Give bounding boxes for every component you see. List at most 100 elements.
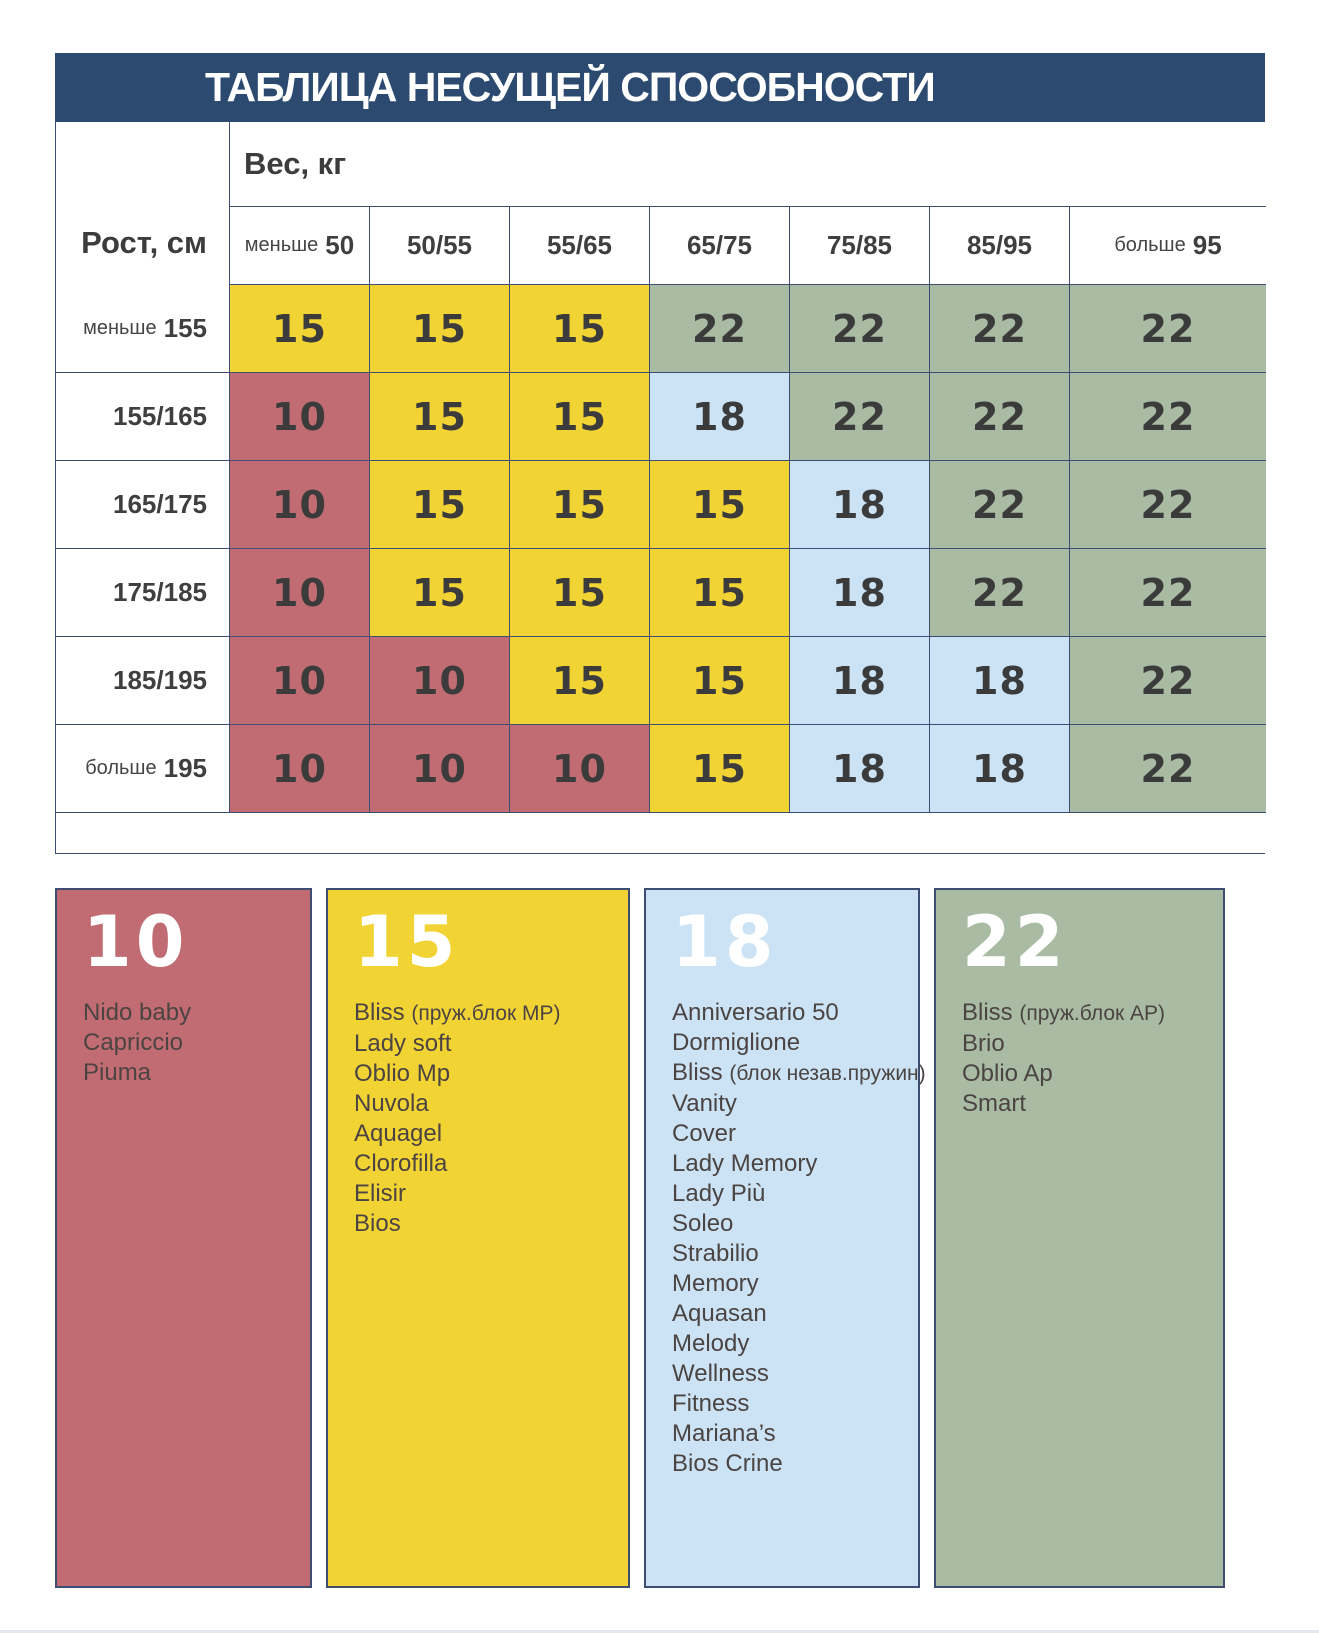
matrix-cell: 22: [789, 285, 929, 373]
col-header-value: 65/75: [686, 230, 753, 260]
legend-item: Bliss (пруж.блок MP): [354, 998, 561, 1026]
col-header-value: 55/65: [546, 230, 613, 260]
weight-col-header: 50/55: [369, 207, 509, 285]
title-bar: ТАБЛИЦА НЕСУЩЕЙ СПОСОБНОСТИ: [55, 53, 1265, 122]
load-capacity-table: ТАБЛИЦА НЕСУЩЕЙ СПОСОБНОСТИ Рост, см Вес…: [55, 53, 1266, 854]
weight-axis-label: Вес, кг: [244, 146, 347, 181]
legend-item: Lady Memory: [672, 1149, 818, 1177]
weight-col-header: меньше 50: [229, 207, 369, 285]
height-row-label: больше 195: [56, 725, 229, 813]
matrix-cell: 22: [1069, 637, 1266, 725]
legend-item: Aquasan: [672, 1299, 767, 1327]
height-axis-cell: Рост, см: [56, 122, 229, 285]
legend-block-15: 15 Bliss (пруж.блок MP) Lady soft Oblio …: [326, 888, 630, 1588]
legend: 10 Nido baby Capriccio Piuma 15 Bliss (п…: [55, 888, 1225, 1588]
matrix-cell: 10: [229, 637, 369, 725]
legend-item: Elisir: [354, 1179, 406, 1207]
legend-item: Soleo: [672, 1209, 734, 1237]
matrix-cell: 15: [369, 285, 509, 373]
empty-footer-row: [56, 813, 1266, 853]
legend-value-18: 18: [672, 901, 778, 983]
weight-col-header: 65/75: [649, 207, 789, 285]
matrix-cell: 22: [929, 373, 1069, 461]
matrix-cell: 15: [509, 373, 649, 461]
row-label-value: 155: [163, 313, 207, 343]
legend-item: Bliss (пруж.блок AP): [962, 998, 1166, 1026]
legend-item: Mariana’s: [672, 1419, 776, 1447]
legend-item: Aquagel: [354, 1119, 443, 1147]
row-label-prefix: больше: [85, 757, 157, 779]
legend-item: Brio: [962, 1029, 1005, 1057]
matrix-cell: 18: [789, 461, 929, 549]
weight-axis-cell: Вес, кг: [229, 122, 1266, 207]
legend-item: Lady Più: [672, 1179, 766, 1207]
legend-block-10: 10 Nido baby Capriccio Piuma: [55, 888, 312, 1588]
legend-item: Nuvola: [354, 1089, 429, 1117]
height-row-label: 165/175: [56, 461, 229, 549]
matrix-cell: 22: [649, 285, 789, 373]
row-label-value: 165/175: [113, 489, 207, 519]
matrix-cell: 10: [229, 461, 369, 549]
page-bottom-line: [0, 1630, 1319, 1633]
matrix-cell: 15: [509, 637, 649, 725]
legend-block-18: 18 Anniversario 50 Dormiglione Bliss (бл…: [644, 888, 926, 1588]
matrix-cell: 10: [369, 637, 509, 725]
matrix-cell: 18: [649, 373, 789, 461]
legend-item: Fitness: [672, 1389, 750, 1417]
matrix-cell: 15: [649, 725, 789, 813]
matrix-cell: 15: [369, 373, 509, 461]
matrix-cell: 18: [789, 637, 929, 725]
legend-block-22: 22 Bliss (пруж.блок AP) Brio Oblio Ap Sm…: [934, 888, 1225, 1588]
legend-item: Bliss (блок незав.пружин): [672, 1058, 926, 1086]
matrix-cell: 22: [929, 549, 1069, 637]
matrix-cell: 22: [1069, 461, 1266, 549]
col-header-prefix: меньше: [244, 234, 319, 256]
capacity-grid: Рост, см Вес, кг меньше 50 50/55 55/65 65…: [55, 122, 1266, 854]
matrix-cell: 15: [229, 285, 369, 373]
row-label-value: 185/195: [113, 665, 207, 695]
matrix-cell: 22: [929, 285, 1069, 373]
matrix-cell: 10: [229, 549, 369, 637]
height-row-label: 175/185: [56, 549, 229, 637]
legend-item: Cover: [672, 1119, 737, 1147]
row-label-value: 195: [163, 753, 207, 783]
weight-col-header: 75/85: [789, 207, 929, 285]
legend-value-15: 15: [354, 901, 460, 983]
legend-item: Vanity: [672, 1089, 737, 1117]
matrix-cell: 10: [369, 725, 509, 813]
matrix-cell: 15: [509, 461, 649, 549]
matrix-cell: 15: [649, 637, 789, 725]
matrix-cell: 18: [789, 549, 929, 637]
height-row-label: 155/165: [56, 373, 229, 461]
legend-item: Anniversario 50: [672, 998, 839, 1026]
height-axis-label: Рост, см: [81, 225, 207, 260]
legend-item: Wellness: [672, 1359, 769, 1387]
legend-item: Capriccio: [83, 1028, 184, 1056]
matrix-cell: 10: [229, 725, 369, 813]
row-label-value: 175/185: [113, 577, 207, 607]
matrix-cell: 15: [509, 549, 649, 637]
legend-item: Nido baby: [83, 998, 192, 1026]
matrix-cell: 22: [1069, 285, 1266, 373]
legend-item: Dormiglione: [672, 1028, 801, 1056]
legend-item: Strabilio: [672, 1239, 759, 1267]
matrix-cell: 15: [649, 461, 789, 549]
col-header-prefix: больше: [1114, 234, 1186, 256]
legend-item: Oblio Mp: [354, 1059, 451, 1087]
matrix-cell: 22: [1069, 373, 1266, 461]
matrix-cell: 22: [789, 373, 929, 461]
matrix-cell: 10: [509, 725, 649, 813]
legend-item: Clorofilla: [354, 1149, 448, 1177]
row-label-prefix: меньше: [83, 317, 157, 339]
matrix-cell: 15: [369, 461, 509, 549]
weight-col-header: 85/95: [929, 207, 1069, 285]
height-row-label: 185/195: [56, 637, 229, 725]
legend-item: Smart: [962, 1089, 1027, 1117]
legend-item: Melody: [672, 1329, 750, 1357]
matrix-cell: 15: [509, 285, 649, 373]
legend-item: Bios: [354, 1209, 401, 1237]
legend-item: Lady soft: [354, 1029, 452, 1057]
col-header-value: 85/95: [966, 230, 1033, 260]
legend-item: Bios Crine: [672, 1449, 783, 1477]
matrix-cell: 18: [929, 725, 1069, 813]
